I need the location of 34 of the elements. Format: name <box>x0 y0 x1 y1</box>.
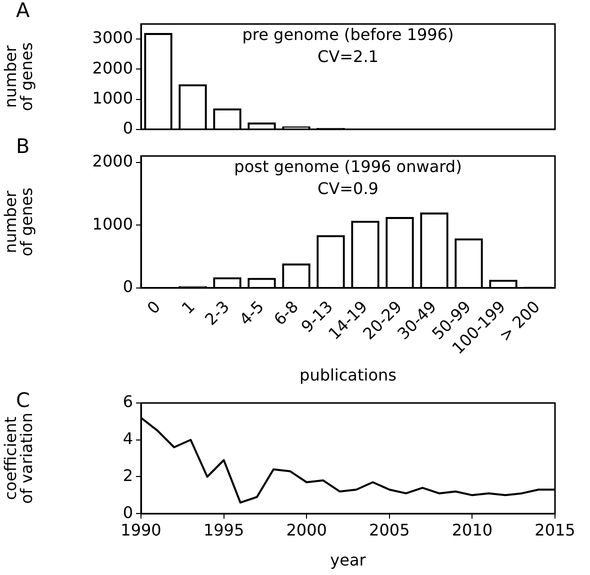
x-tick-label: 6-8 <box>270 297 302 329</box>
y-tick-label: 4 <box>122 429 133 448</box>
x-tick-label: 0 <box>143 297 164 318</box>
y-tick-label: 3000 <box>92 28 133 48</box>
x-tick-label: 1 <box>178 297 199 318</box>
annotation: CV=0.9 <box>318 179 378 198</box>
x-tick-label: 2015 <box>534 520 576 540</box>
x-axis-title: year <box>330 550 366 570</box>
x-tick-label: 2000 <box>286 520 327 540</box>
y-tick-label: 1000 <box>92 214 133 234</box>
y-tick-label: 2 <box>122 466 133 485</box>
y-axis-title: coefficient of variation <box>1 412 36 504</box>
y-tick-label: 2000 <box>92 58 133 78</box>
y-tick-label: 0 <box>122 118 133 138</box>
y-tick-label: 6 <box>122 392 133 412</box>
x-tick-label: 2-3 <box>201 297 234 329</box>
text: B <box>16 134 30 158</box>
x-tick-label: 4-5 <box>236 297 268 329</box>
text: C <box>16 388 30 412</box>
y-axis-title: number of genes <box>1 42 36 112</box>
annotation: CV=2.1 <box>318 47 378 66</box>
y-axis-title: number of genes <box>1 188 36 256</box>
y-tick-label: 2000 <box>92 151 133 170</box>
annotation: post genome (1996 onward) <box>234 157 462 176</box>
annotation: pre genome (before 1996) <box>242 25 454 44</box>
y-tick-label: 1000 <box>92 88 133 108</box>
x-tick-label: 1990 <box>120 520 162 540</box>
y-tick-label: 0 <box>122 502 133 522</box>
x-axis-title: publications <box>300 366 396 385</box>
y-tick-label: 0 <box>122 277 133 296</box>
x-tick-label: 1995 <box>203 520 244 540</box>
x-tick-label: 2010 <box>452 520 493 540</box>
text: A <box>16 0 30 22</box>
x-tick-label: 2005 <box>369 520 410 540</box>
